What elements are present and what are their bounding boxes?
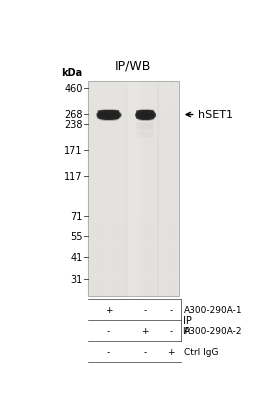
Bar xyxy=(88,266,179,270)
Text: IP/WB: IP/WB xyxy=(115,59,151,72)
Text: -: - xyxy=(143,348,147,356)
Bar xyxy=(88,104,179,108)
Text: 71: 71 xyxy=(70,211,83,221)
Bar xyxy=(88,248,179,253)
Bar xyxy=(88,148,179,152)
Bar xyxy=(88,274,179,279)
Bar xyxy=(88,82,179,87)
Bar xyxy=(88,283,179,288)
Bar xyxy=(88,213,179,218)
Bar xyxy=(88,292,179,296)
Text: +: + xyxy=(167,348,175,356)
Text: hSET1: hSET1 xyxy=(198,110,233,120)
Bar xyxy=(88,231,179,235)
Bar xyxy=(88,240,179,244)
Bar xyxy=(88,165,179,170)
Text: IP: IP xyxy=(182,326,190,335)
Bar xyxy=(88,261,179,266)
Bar xyxy=(88,288,179,292)
Text: 55: 55 xyxy=(70,231,83,241)
Bar xyxy=(88,130,179,135)
Text: 460: 460 xyxy=(64,83,83,93)
Bar xyxy=(88,204,179,209)
Text: IP: IP xyxy=(183,315,192,326)
Bar xyxy=(88,196,179,200)
Bar xyxy=(88,191,179,196)
Text: 171: 171 xyxy=(64,146,83,155)
FancyBboxPatch shape xyxy=(136,123,154,130)
Bar xyxy=(88,144,179,148)
Bar xyxy=(88,170,179,174)
Bar xyxy=(88,78,179,82)
Bar xyxy=(88,257,179,261)
Bar xyxy=(88,253,179,257)
Bar xyxy=(88,82,179,296)
Text: 41: 41 xyxy=(70,253,83,263)
Bar xyxy=(88,152,179,157)
Bar xyxy=(88,218,179,222)
Text: 268: 268 xyxy=(64,110,83,120)
Text: 238: 238 xyxy=(64,120,83,130)
Text: -: - xyxy=(169,326,173,335)
Text: +: + xyxy=(105,306,112,315)
Bar xyxy=(88,91,179,95)
Bar xyxy=(88,227,179,231)
Bar xyxy=(88,183,179,187)
Bar xyxy=(88,157,179,161)
FancyBboxPatch shape xyxy=(136,111,154,119)
Text: A300-290A-1: A300-290A-1 xyxy=(184,306,242,315)
Bar xyxy=(88,117,179,121)
Bar xyxy=(88,108,179,113)
Bar xyxy=(88,200,179,204)
Bar xyxy=(88,279,179,283)
Bar xyxy=(88,270,179,274)
Bar xyxy=(88,244,179,248)
Bar xyxy=(88,100,179,104)
Bar xyxy=(88,121,179,126)
Bar xyxy=(88,135,179,139)
Text: A300-290A-2: A300-290A-2 xyxy=(184,326,242,335)
Text: Ctrl IgG: Ctrl IgG xyxy=(184,348,218,356)
Text: 31: 31 xyxy=(70,274,83,285)
Bar xyxy=(88,222,179,226)
Bar xyxy=(88,126,179,130)
Text: -: - xyxy=(143,306,147,315)
Bar xyxy=(88,87,179,91)
Bar xyxy=(88,174,179,178)
Bar xyxy=(88,95,179,100)
Bar xyxy=(88,209,179,213)
Text: kDa: kDa xyxy=(61,67,83,77)
Bar xyxy=(88,139,179,143)
Bar xyxy=(88,187,179,191)
Text: -: - xyxy=(169,306,173,315)
Text: -: - xyxy=(107,348,110,356)
Bar xyxy=(88,178,179,183)
Text: 117: 117 xyxy=(64,172,83,182)
Text: -: - xyxy=(107,326,110,335)
FancyBboxPatch shape xyxy=(98,111,119,119)
Bar xyxy=(88,113,179,117)
Bar xyxy=(88,235,179,240)
Text: +: + xyxy=(141,326,149,335)
Bar xyxy=(88,161,179,165)
